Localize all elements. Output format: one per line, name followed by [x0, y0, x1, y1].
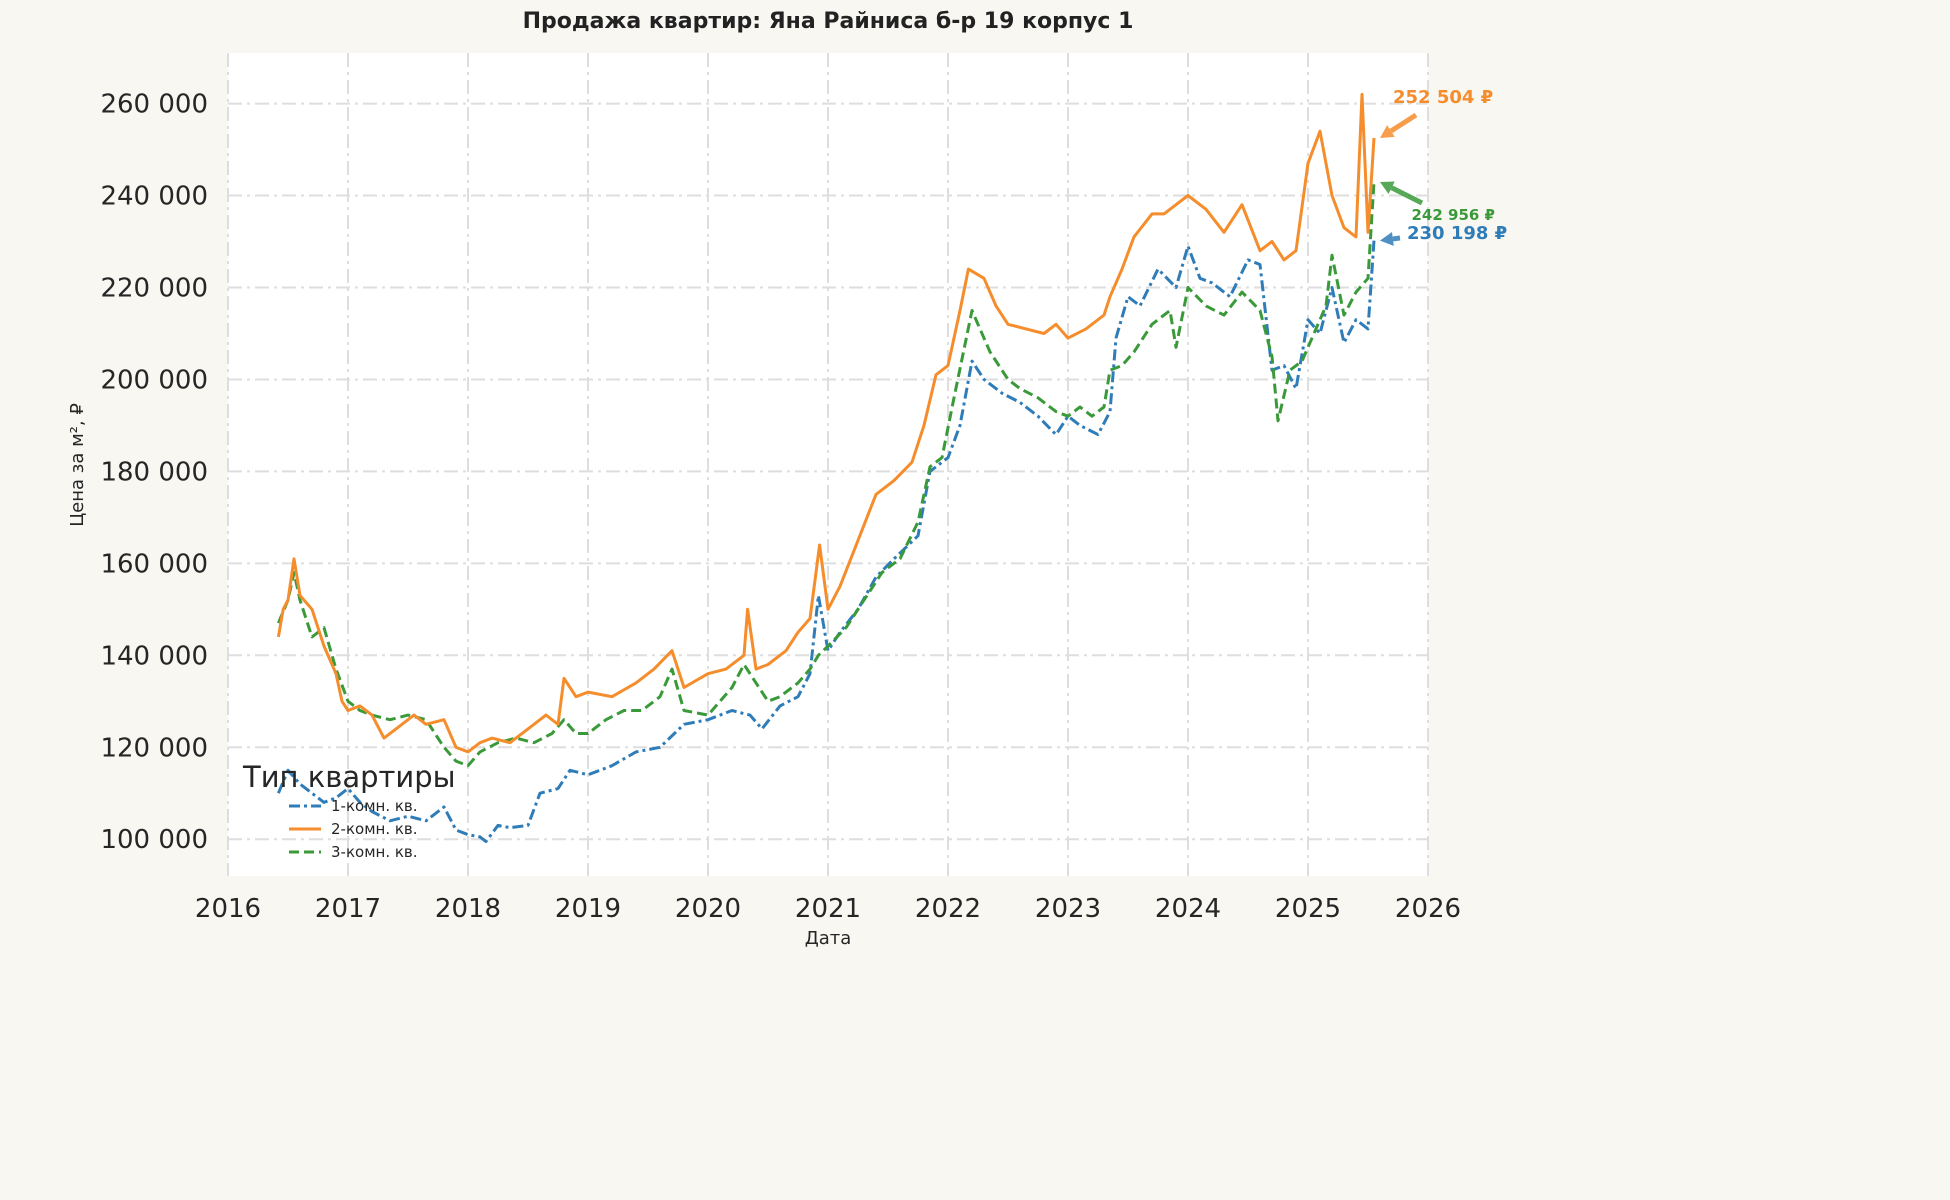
y-tick-label: 260 000: [100, 90, 208, 120]
x-tick-label: 2017: [315, 894, 381, 924]
annotation-arrow-3: [1392, 235, 1401, 242]
annotation-arrowhead-2: [1380, 181, 1395, 195]
annotation-label-1: 252 504 ₽: [1393, 87, 1493, 108]
x-tick-label: 2024: [1155, 894, 1221, 924]
annotations: 252 504 ₽ 242 956 ₽230 198 ₽: [1380, 87, 1507, 246]
x-tick-label: 2021: [795, 894, 861, 924]
chart: 2016 2017 2018 2019 2020 2021 2022 2023 2024 2025…: [67, 9, 1507, 949]
annotation-label-3: 230 198 ₽: [1407, 223, 1507, 244]
annotation-arrowhead-1: [1380, 125, 1395, 139]
grid: [227, 53, 1429, 876]
legend-label-2: 2-комн. кв.: [331, 820, 418, 838]
y-tick-label: 220 000: [100, 273, 208, 303]
legend-label-3: 3-комн. кв.: [331, 843, 418, 861]
annotation-arrow-1: [1389, 112, 1418, 134]
legend: Тип квартиры 1-комн. кв. 2-комн. кв. 3-ком…: [242, 760, 456, 861]
y-tick-label: 240 000: [100, 182, 208, 212]
y-tick-label: 120 000: [100, 733, 208, 763]
legend-label-1: 1-комн. кв.: [331, 797, 418, 815]
y-axis-label: Цена за м², ₽: [67, 403, 88, 527]
y-tick-label: 140 000: [100, 641, 208, 671]
chart-title: Продажа квартир: Яна Райниса б-р 19 корп…: [523, 9, 1134, 34]
y-tick-label: 200 000: [100, 365, 208, 395]
annotation-label-2: 242 956 ₽: [1411, 206, 1495, 224]
x-tick-label: 2025: [1275, 894, 1341, 924]
x-tick-label: 2020: [675, 894, 741, 924]
x-tick-label: 2016: [195, 894, 261, 924]
annotation-arrow-2: [1390, 185, 1424, 206]
y-tick-label: 180 000: [100, 457, 208, 487]
annotation-arrowhead-3: [1380, 231, 1394, 246]
x-tick-label: 2026: [1395, 894, 1461, 924]
x-tick-label: 2019: [555, 894, 621, 924]
y-tick-label: 100 000: [100, 825, 208, 855]
y-tick-label: 160 000: [100, 549, 208, 579]
x-axis-label: Дата: [805, 928, 852, 949]
x-tick-label: 2023: [1035, 894, 1101, 924]
series-layer: [276, 92, 1376, 843]
y-ticks: 100 000 120 000 140 000 160 000 180 000 200 0…: [100, 90, 208, 856]
series-line-3: [277, 181, 1376, 768]
legend-title: Тип квартиры: [242, 760, 456, 794]
series-line-2: [276, 92, 1376, 754]
x-ticks: 2016 2017 2018 2019 2020 2021 2022 2023 2024 2025…: [195, 894, 1461, 924]
x-tick-label: 2018: [435, 894, 501, 924]
x-tick-label: 2022: [915, 894, 981, 924]
